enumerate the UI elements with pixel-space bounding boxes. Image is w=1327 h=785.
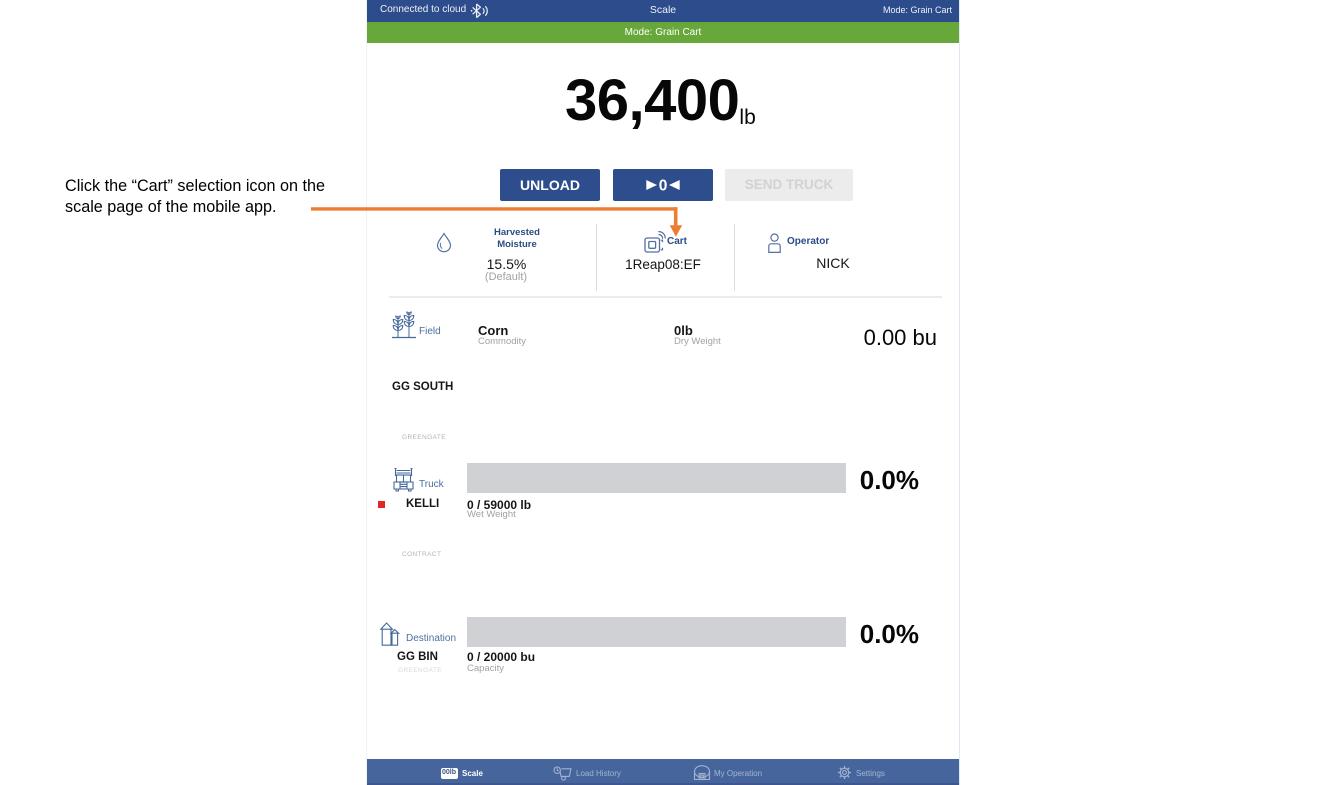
- svg-text:0: 0: [659, 178, 668, 195]
